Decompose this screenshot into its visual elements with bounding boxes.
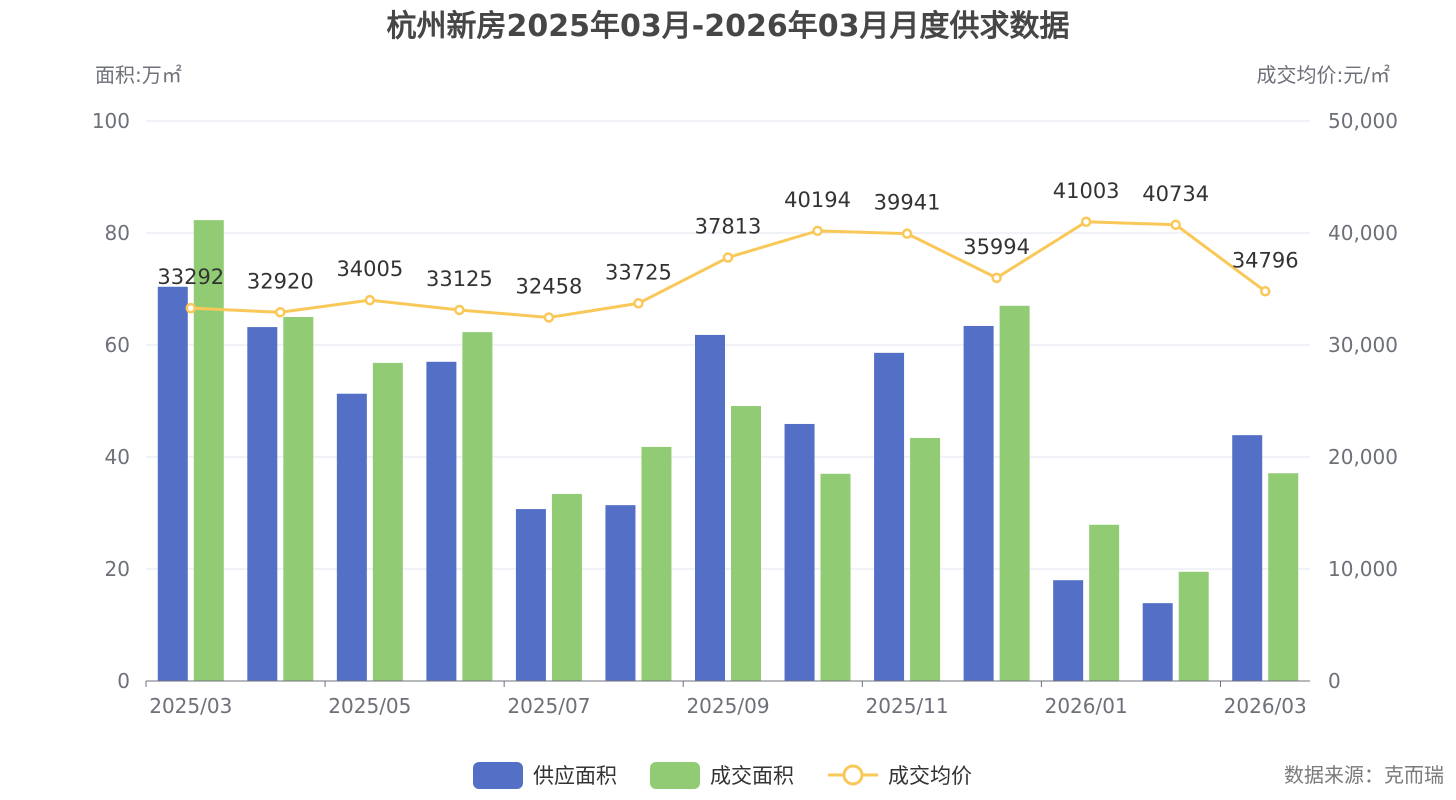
bar-supply	[336, 393, 367, 681]
bar-deal	[731, 406, 761, 681]
left-tick-label: 80	[105, 221, 130, 245]
price-data-label: 32920	[247, 269, 314, 293]
price-point	[722, 252, 734, 263]
price-data-label: 40194	[784, 188, 851, 212]
bar-deal	[551, 493, 582, 681]
right-axis-label: 成交均价:元/㎡	[1257, 63, 1390, 87]
price-point	[275, 307, 286, 318]
legend-item: 供应面积	[473, 762, 617, 789]
left-axis-label: 面积:万㎡	[95, 63, 182, 87]
legend-label: 成交面积	[710, 764, 794, 788]
price-data-label: 34005	[336, 257, 403, 281]
bar-supply	[1053, 580, 1084, 681]
bar-deal	[641, 446, 672, 681]
price-data-label: 33725	[605, 260, 672, 284]
bar-supply	[605, 505, 636, 681]
left-tick-label: 20	[105, 557, 130, 581]
left-tick-label: 100	[92, 109, 130, 133]
price-point	[364, 294, 376, 306]
x-tick-label: 2025/09	[686, 694, 769, 718]
bar-deal	[193, 220, 224, 681]
price-point	[454, 304, 465, 316]
bar-deal	[462, 332, 493, 681]
price-point	[901, 228, 913, 239]
bar-deal	[372, 362, 403, 681]
right-tick-label: 30,000	[1328, 333, 1398, 357]
right-tick-label: 0	[1328, 669, 1341, 693]
legend-swatch	[650, 762, 700, 789]
bar-supply	[784, 423, 815, 681]
legend-swatch	[473, 762, 523, 789]
source-note: 数据来源：克而瑞	[1284, 763, 1444, 787]
price-point	[543, 312, 555, 323]
bar-supply	[247, 327, 278, 681]
price-point	[633, 298, 644, 309]
price-point	[1259, 286, 1271, 297]
legend-marker	[842, 764, 864, 786]
x-tick-label: 2026/01	[1045, 694, 1128, 718]
bar-deal	[820, 473, 851, 681]
bar-supply	[1232, 435, 1263, 681]
price-point	[812, 225, 823, 237]
bar-supply	[515, 509, 546, 681]
chart-title: 杭州新房2025年03月-2026年03月月度供求数据	[387, 9, 1070, 44]
bar-supply	[157, 286, 188, 681]
price-data-label: 32458	[516, 274, 583, 298]
price-point	[1080, 216, 1092, 228]
right-tick-label: 10,000	[1328, 557, 1398, 581]
price-data-label: 41003	[1053, 179, 1120, 203]
bar-deal	[1089, 524, 1120, 681]
x-tick-label: 2026/03	[1224, 694, 1307, 718]
x-tick-label: 2025/03	[149, 694, 232, 718]
right-tick-label: 50,000	[1328, 109, 1398, 133]
legend-item: 成交面积	[650, 762, 794, 789]
right-tick-label: 40,000	[1328, 221, 1398, 245]
price-data-label: 34796	[1232, 248, 1299, 272]
legend-item: 成交均价	[828, 764, 972, 788]
x-tick-label: 2025/11	[866, 694, 949, 718]
price-data-label: 39941	[874, 191, 941, 215]
bar-deal	[999, 305, 1030, 681]
x-tick-label: 2025/07	[507, 694, 590, 718]
x-tick-label: 2025/05	[328, 694, 411, 718]
legend-label: 成交均价	[888, 764, 972, 788]
price-data-label: 37813	[695, 214, 762, 238]
price-point	[1170, 219, 1181, 231]
bar-supply	[874, 352, 905, 681]
price-point	[185, 302, 197, 314]
price-data-label: 40734	[1142, 182, 1209, 206]
price-point	[991, 272, 1002, 284]
left-tick-label: 0	[117, 669, 130, 693]
left-tick-label: 60	[105, 333, 130, 357]
left-tick-label: 40	[105, 445, 130, 469]
bar-deal	[1268, 473, 1299, 681]
bar-supply	[426, 361, 457, 681]
right-tick-label: 20,000	[1328, 445, 1398, 469]
price-data-label: 33125	[426, 267, 493, 291]
legend-label: 供应面积	[533, 764, 617, 788]
bar-supply	[963, 325, 994, 681]
bar-supply	[695, 334, 725, 681]
bar-deal	[283, 317, 314, 681]
bar-supply	[1142, 603, 1173, 681]
bar-deal	[1178, 571, 1209, 681]
price-data-label: 35994	[963, 235, 1030, 259]
price-data-label: 33292	[157, 265, 224, 289]
bar-deal	[910, 437, 941, 681]
